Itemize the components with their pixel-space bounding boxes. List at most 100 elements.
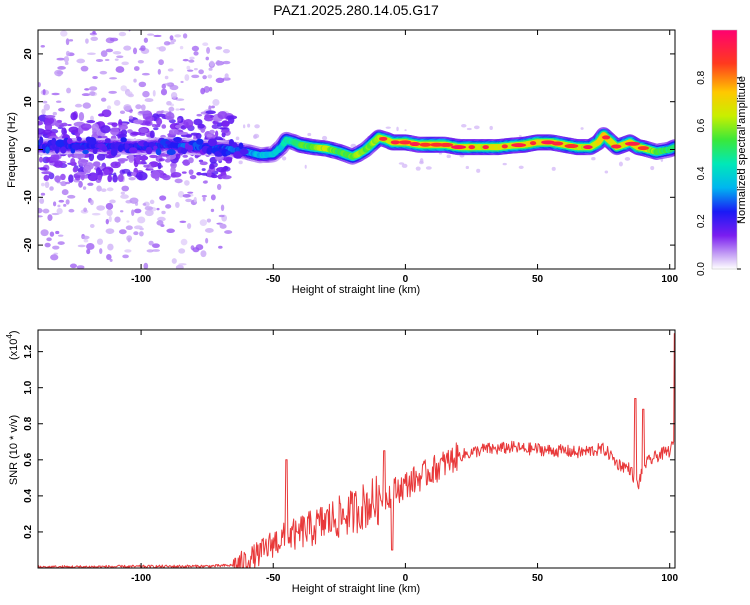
spectrogram-noise-cell <box>187 223 191 229</box>
spectrogram-noise-cell <box>158 162 162 169</box>
spectrogram-noise-cell <box>52 246 59 250</box>
spectrogram-ridge-segment <box>208 138 217 146</box>
spectrogram-ridge-peak <box>611 145 622 149</box>
spectrogram-noise-cell <box>183 33 187 38</box>
spectrogram-noise-cell <box>219 215 225 217</box>
colorbar: 0.00.20.40.60.8 Normalized spectral ampl… <box>696 30 748 276</box>
spectrogram-noise-cell <box>209 164 214 170</box>
spectrogram-noise-cell <box>49 186 54 191</box>
spectrogram-noise-cell <box>111 122 117 127</box>
spectrogram-ridge-peak <box>379 137 387 141</box>
spectrogram-noise-cell <box>404 129 406 131</box>
spectrogram-noise-cell <box>109 77 117 79</box>
spectrogram-noise-cell <box>135 104 141 109</box>
spectrogram-noise-cell <box>106 203 113 210</box>
spectrogram-noise-cell <box>84 88 89 90</box>
spectrogram-noise-cell <box>650 166 654 170</box>
spectrogram-noise-cell <box>110 161 120 168</box>
spectrogram-noise-cell <box>185 199 192 202</box>
spectrogram-noise-cell <box>123 104 131 111</box>
spectrogram-noise-cell <box>254 124 260 128</box>
spectrogram-ridge-peak <box>451 145 466 149</box>
spectrogram-ridge-segment <box>39 136 43 144</box>
spectrogram-noise-cell <box>203 196 206 202</box>
spectrogram-noise-cell <box>76 172 86 175</box>
spectrogram-noise-cell <box>228 116 234 124</box>
spectrogram-noise-cell <box>159 158 165 161</box>
spectrogram-noise-cell <box>92 31 96 34</box>
spectrogram-noise-cell <box>100 71 107 75</box>
spectrogram-noise-cell <box>223 49 230 53</box>
spectrogram-noise-cell <box>114 216 120 222</box>
spectrogram-noise-cell <box>50 232 54 237</box>
spectrogram-ridge-segment <box>187 145 193 152</box>
spectrogram-noise-cell <box>209 87 212 92</box>
spectrogram-noise-cell <box>164 41 170 45</box>
spectrogram-noise-cell <box>197 124 204 129</box>
spectrogram-noise-cell <box>224 230 232 234</box>
spectrogram-noise-cell <box>43 101 48 104</box>
spectrogram-noise-cell <box>47 214 52 221</box>
spectrogram-ridge-segment <box>165 141 170 145</box>
spectrogram-noise-cell <box>63 204 66 207</box>
spectrogram-noise-cell <box>156 220 163 225</box>
y-tick-label: 0.2 <box>23 525 34 539</box>
spectrogram-noise-cell <box>225 73 229 78</box>
spectrogram-noise-cell <box>211 105 215 108</box>
spectrogram-noise-cell <box>168 107 174 112</box>
spectrogram-noise-cell <box>81 236 89 240</box>
spectrogram-noise-cell <box>79 112 84 121</box>
spectrogram-noise-cell <box>174 34 181 37</box>
spectrogram-noise-cell <box>178 263 187 265</box>
spectrogram-noise-cell <box>124 249 131 252</box>
spectrogram-ridge-peak <box>482 145 488 149</box>
spectrogram-noise-cell <box>110 127 119 135</box>
spectrogram-noise-cell <box>68 209 74 213</box>
spectrogram-noise-cell <box>122 254 129 258</box>
spectrogram-noise-cell <box>97 154 105 161</box>
spectrogram-noise-cell <box>96 205 105 211</box>
spectrogram-noise-cell <box>186 66 190 70</box>
spectrogram-noise-cell <box>205 228 214 233</box>
spectrogram-ridge-segment <box>196 139 204 145</box>
spectrogram-noise-cell <box>67 124 72 126</box>
spectrogram-noise-cell <box>386 127 391 129</box>
colorbar-tick-label: 0.2 <box>696 214 707 228</box>
spectrogram-ridge-segment <box>80 145 85 150</box>
spectrogram-ridge-segment <box>171 143 178 148</box>
spectrogram-noise-cell <box>88 172 99 181</box>
spectrogram-noise-cell <box>100 125 111 133</box>
spectrogram-noise-cell <box>519 166 524 169</box>
spectrogram-noise-cell <box>194 197 197 203</box>
spectrogram-noise-cell <box>78 181 83 188</box>
spectrogram-noise-cell <box>138 111 150 114</box>
spectrogram-noise-cell <box>192 247 199 252</box>
spectrogram-noise-cell <box>200 219 207 226</box>
x-tick-label: 100 <box>661 274 678 285</box>
spectrogram-noise-cell <box>131 209 134 216</box>
spectrogram-noise-cell <box>153 35 161 37</box>
spectrogram-ridge-peak <box>439 143 453 147</box>
spectrogram-noise-cell <box>87 52 96 55</box>
spectrogram-noise-cell <box>134 209 141 214</box>
spectrogram-noise-cell <box>62 123 68 127</box>
spectrogram-noise-cell <box>188 157 194 163</box>
spectrogram-noise-cell <box>54 175 61 182</box>
spectrogram-noise-cell <box>66 199 70 204</box>
spectrogram-noise-cell <box>97 238 103 244</box>
spectrogram-noise-cell <box>216 167 227 172</box>
spectrogram-noise-cell <box>194 68 198 70</box>
spectrogram-noise-cell <box>143 164 150 167</box>
spectrogram-noise-cell <box>68 174 73 183</box>
spectrogram-ridge-segment <box>82 150 89 154</box>
spectrogram-noise-cell <box>159 46 166 52</box>
spectrogram-noise-cell <box>81 123 92 130</box>
spectrogram-noise-cell <box>159 195 166 200</box>
spectrogram-noise-cell <box>196 114 202 117</box>
spectrogram-ridge-segment <box>156 148 162 155</box>
spectrogram-noise-cell <box>175 179 183 184</box>
spectrogram-noise-cell <box>203 181 208 184</box>
spectrogram-noise-cell <box>110 259 113 262</box>
